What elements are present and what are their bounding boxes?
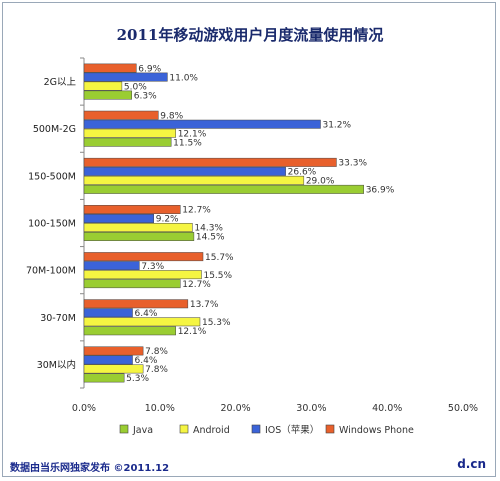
legend-label: Java bbox=[132, 425, 153, 436]
data-label: 15.5% bbox=[203, 271, 232, 281]
x-tick-label: 30.0% bbox=[296, 403, 326, 414]
data-label: 5.0% bbox=[124, 82, 147, 92]
site-logo: d.cn bbox=[457, 457, 486, 471]
category-label: 30M以内 bbox=[37, 359, 76, 371]
bar bbox=[83, 157, 337, 167]
data-label: 15.7% bbox=[205, 253, 234, 263]
bar bbox=[83, 175, 305, 185]
data-label: 33.3% bbox=[338, 159, 367, 169]
bar bbox=[83, 232, 195, 241]
bar bbox=[83, 119, 321, 129]
bar bbox=[83, 299, 189, 309]
data-label: 15.3% bbox=[202, 318, 231, 328]
bar bbox=[83, 364, 144, 374]
legend-swatch bbox=[179, 424, 189, 434]
x-tick-label: 50.0% bbox=[448, 403, 478, 414]
category-label: 100-150M bbox=[28, 219, 76, 230]
data-label: 12.1% bbox=[178, 129, 207, 139]
bar bbox=[83, 373, 125, 383]
bar bbox=[83, 223, 193, 232]
bar bbox=[83, 81, 123, 91]
bar bbox=[83, 326, 176, 336]
bar bbox=[83, 214, 154, 223]
data-label: 6.3% bbox=[134, 91, 157, 101]
category-label: 500M-2G bbox=[33, 124, 76, 135]
bar bbox=[83, 63, 137, 73]
data-label: 31.2% bbox=[322, 120, 351, 130]
bar bbox=[83, 270, 202, 280]
x-tick-label: 20.0% bbox=[221, 403, 251, 414]
bar bbox=[83, 128, 176, 138]
data-label: 12.7% bbox=[182, 280, 211, 290]
data-label: 5.3% bbox=[126, 374, 149, 384]
data-label: 7.8% bbox=[145, 347, 168, 357]
data-label: 26.6% bbox=[288, 168, 317, 178]
legend-swatch bbox=[325, 424, 335, 434]
source-note: 数据由当乐网独家发布 ©2011.12 bbox=[10, 463, 170, 474]
data-label: 11.0% bbox=[169, 73, 198, 83]
x-tick-label: 0.0% bbox=[72, 403, 96, 414]
chart-frame bbox=[2, 2, 496, 477]
data-label: 14.3% bbox=[194, 224, 223, 234]
legend-swatch bbox=[119, 424, 129, 434]
category-label: 150-500M bbox=[28, 171, 76, 182]
x-tick-label: 10.0% bbox=[145, 403, 175, 414]
data-label: 7.3% bbox=[141, 262, 164, 272]
bar bbox=[83, 252, 204, 262]
legend-label: Android bbox=[193, 425, 230, 436]
bar bbox=[83, 355, 133, 365]
bar bbox=[83, 279, 181, 289]
category-label: 30-70M bbox=[40, 313, 76, 324]
x-tick-label: 40.0% bbox=[372, 403, 402, 414]
data-label: 29.0% bbox=[306, 177, 335, 187]
bar bbox=[83, 166, 286, 176]
data-label: 12.7% bbox=[182, 206, 211, 216]
bar bbox=[83, 346, 144, 356]
data-label: 11.5% bbox=[173, 138, 202, 148]
bar bbox=[83, 72, 168, 82]
category-label: 2G以上 bbox=[44, 77, 77, 88]
data-label: 7.8% bbox=[145, 365, 168, 375]
bar bbox=[83, 110, 159, 120]
data-label: 6.4% bbox=[135, 309, 158, 319]
data-label: 12.1% bbox=[178, 327, 207, 337]
data-label: 9.8% bbox=[160, 111, 183, 121]
legend-label: Windows Phone bbox=[339, 425, 414, 436]
legend-label: IOS（苹果） bbox=[265, 424, 319, 436]
data-label: 13.7% bbox=[190, 300, 219, 310]
chart-title: 2011年移动游戏用户月度流量使用情况 bbox=[117, 26, 384, 44]
data-label: 9.2% bbox=[156, 215, 179, 225]
legend-swatch bbox=[251, 424, 261, 434]
data-label: 36.9% bbox=[366, 186, 395, 196]
bar bbox=[83, 205, 181, 214]
bar bbox=[83, 308, 133, 318]
data-label: 6.9% bbox=[138, 64, 161, 74]
bar bbox=[83, 261, 140, 271]
data-label: 6.4% bbox=[135, 356, 158, 366]
bar bbox=[83, 317, 201, 327]
category-label: 70M-100M bbox=[26, 266, 76, 277]
bar bbox=[83, 184, 364, 194]
bar bbox=[83, 90, 133, 100]
data-label: 14.5% bbox=[196, 233, 225, 243]
bar bbox=[83, 137, 172, 147]
